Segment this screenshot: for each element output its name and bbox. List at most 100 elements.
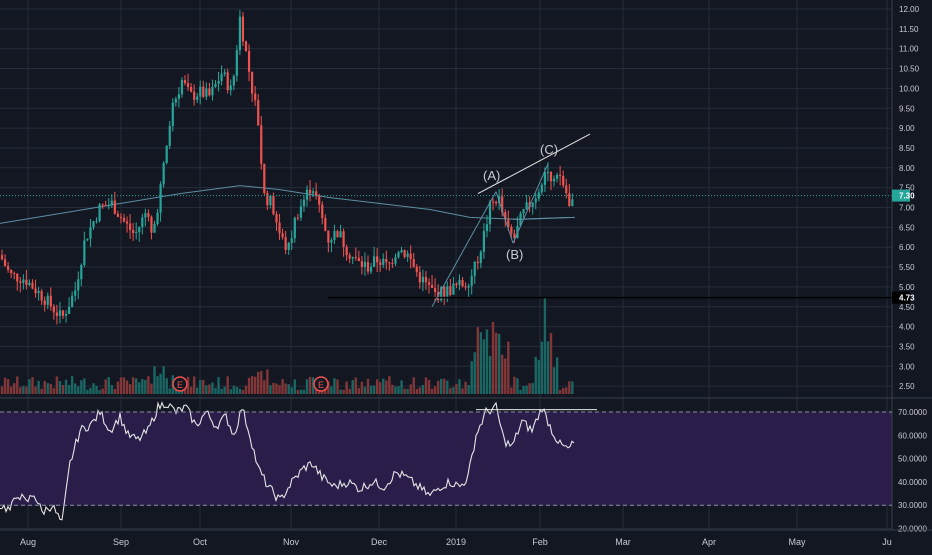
- volume-bar: [220, 388, 223, 394]
- candle-body: [403, 250, 406, 257]
- trendline-drawings[interactable]: [0, 133, 892, 411]
- candle-body: [251, 71, 254, 94]
- volume-bar: [16, 376, 19, 394]
- wave-line: [512, 163, 549, 244]
- candle-body: [46, 295, 49, 305]
- earnings-circle: [172, 376, 188, 392]
- volume-bar: [116, 381, 120, 394]
- candle-body: [226, 72, 229, 91]
- candle-body: [391, 263, 394, 265]
- volume-bar: [0, 386, 4, 394]
- rsi-line: [0, 401, 575, 521]
- candle-body: [190, 87, 193, 92]
- volume-bar: [522, 385, 525, 394]
- volume-bar: [549, 332, 553, 394]
- candle-body: [58, 310, 62, 316]
- volume-bar: [467, 385, 470, 394]
- candle-body: [122, 218, 126, 222]
- candle-body: [193, 91, 196, 100]
- candle-body: [434, 288, 437, 293]
- volume-bar: [562, 387, 565, 394]
- volume-bar: [354, 377, 357, 394]
- volume-bar: [284, 383, 287, 394]
- candle-body: [382, 258, 385, 265]
- volume-bar: [540, 341, 544, 394]
- rsi-tick-label: 40.0000: [898, 478, 927, 487]
- candle-body: [522, 209, 525, 214]
- volume-bar: [162, 366, 165, 394]
- volume-bar: [513, 376, 516, 394]
- volume-bar: [302, 389, 306, 394]
- volume-bar: [436, 380, 440, 394]
- earnings-marker-2[interactable]: E: [313, 376, 329, 392]
- volume-bar: [516, 378, 519, 394]
- time-tick-label: Aug: [20, 537, 36, 547]
- time-tick-label: Oct: [193, 537, 208, 547]
- candle-body: [427, 282, 431, 285]
- volume-bar: [165, 378, 168, 394]
- volume-bar: [141, 379, 144, 394]
- earnings-label: E: [177, 380, 183, 390]
- candle-body: [482, 231, 485, 252]
- candle-body: [129, 223, 132, 231]
- candle-body: [241, 16, 245, 42]
- candle-body: [278, 222, 281, 234]
- volume-bar: [501, 354, 504, 394]
- wave-c-label: (C): [540, 142, 558, 157]
- candle-body: [269, 195, 272, 206]
- candle-body: [0, 255, 4, 260]
- price-tick-label: 11.50: [899, 25, 919, 34]
- candlesticks[interactable]: [0, 10, 574, 325]
- candle-body: [132, 230, 135, 234]
- current-price-label: 7.30: [899, 192, 915, 201]
- earnings-marker-1[interactable]: E: [172, 376, 188, 392]
- volume-bar: [244, 385, 248, 394]
- volume-bar: [446, 380, 449, 394]
- candle-body: [107, 205, 110, 207]
- volume-bar: [150, 383, 153, 394]
- volume-bar: [293, 379, 296, 394]
- candle-body: [68, 306, 71, 314]
- time-tick-label: 2019: [446, 537, 466, 547]
- volume-bar: [537, 359, 540, 394]
- price-tick-label: 8.50: [899, 144, 915, 153]
- volume-bar: [299, 389, 303, 394]
- candle-body: [458, 279, 461, 286]
- volume-bar: [86, 389, 89, 394]
- volume-bar: [488, 355, 492, 394]
- candle-body: [287, 242, 290, 250]
- volume-bar: [369, 385, 373, 394]
- candle-body: [464, 286, 467, 288]
- candle-body: [418, 272, 421, 283]
- candle-body: [180, 80, 184, 95]
- volume-bar: [192, 376, 196, 394]
- volume-bar: [296, 389, 300, 394]
- volume-bar: [330, 386, 333, 394]
- upper-trendline: [477, 133, 591, 195]
- volume-bar: [394, 386, 397, 394]
- volume-bar: [61, 384, 65, 394]
- candle-body: [263, 163, 266, 194]
- sma-line: [0, 185, 576, 224]
- candle-body: [13, 273, 16, 275]
- candle-body: [74, 290, 77, 296]
- volume-bar: [458, 379, 461, 394]
- volume-bar: [565, 387, 568, 394]
- candle-body: [272, 195, 275, 215]
- candle-body: [501, 196, 504, 213]
- wave-base-line: [512, 216, 571, 220]
- candle-body: [214, 83, 217, 87]
- volume-bar: [366, 378, 370, 394]
- candle-body: [443, 286, 446, 297]
- candle-body: [16, 273, 19, 282]
- candle-body: [388, 262, 391, 264]
- candle-body: [208, 88, 211, 96]
- candle-body: [531, 202, 534, 207]
- volume-bar: [19, 387, 22, 394]
- candle-body: [31, 282, 34, 289]
- volume-bar: [568, 381, 571, 394]
- candle-body: [260, 125, 263, 164]
- price-tick-label: 12.00: [899, 5, 920, 14]
